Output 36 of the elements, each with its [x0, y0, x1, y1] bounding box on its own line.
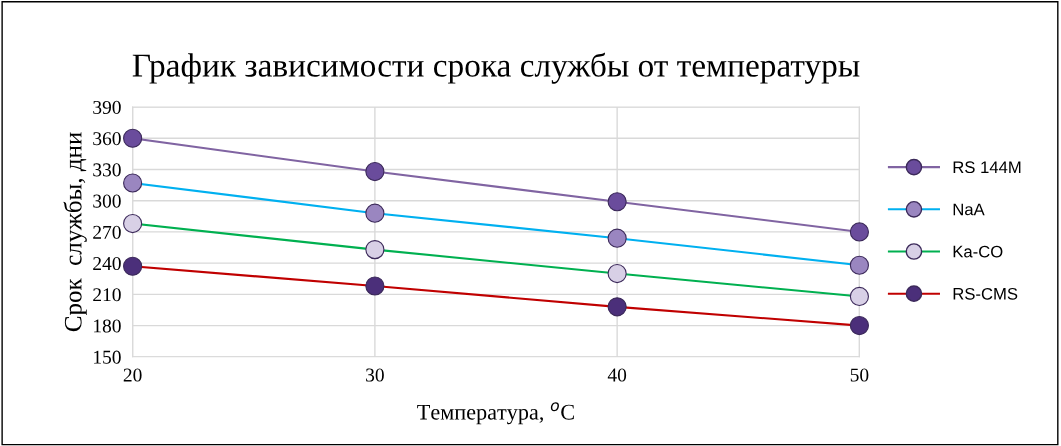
point: [849, 286, 869, 307]
x-tick-label: 20: [123, 368, 142, 382]
legend-label: RS-CMS: [953, 287, 1018, 300]
legend-label: RS 144M: [953, 161, 1021, 174]
point: [123, 128, 143, 148]
y-tick-label: 150: [94, 350, 121, 364]
y-tick-label: 360: [93, 132, 121, 146]
point: [123, 214, 143, 234]
point: [849, 255, 869, 275]
point: [607, 297, 627, 317]
point: [365, 240, 385, 260]
point: [849, 222, 869, 242]
x-tick-label: 40: [607, 368, 627, 382]
point: [123, 256, 143, 276]
y-tick-label: 300: [93, 194, 121, 208]
point: [365, 276, 385, 296]
point: [123, 173, 143, 193]
y-tick-label: 210: [93, 288, 121, 302]
x-tick-label: 50: [850, 368, 869, 382]
y-tick-label: 330: [93, 163, 121, 177]
point: [607, 263, 627, 284]
x-tick-label: 30: [366, 368, 384, 382]
point: [365, 161, 385, 182]
point: [849, 315, 869, 336]
y-axis-title: Срок службы, дни: [63, 132, 87, 332]
legend-label: Ka-CO: [953, 245, 1003, 258]
point: [607, 228, 627, 248]
x-axis-title: Температура, $^{o}$С: [417, 402, 574, 425]
y-tick-label: 390: [93, 100, 121, 114]
legend-label: NaA: [953, 203, 985, 216]
chart-title: График зависимости срока службы от температуры: [132, 52, 860, 84]
y-tick-label: 180: [94, 319, 121, 333]
y-tick-label: 270: [93, 225, 121, 239]
point: [607, 192, 627, 212]
point: [365, 203, 385, 223]
y-tick-label: 240: [93, 256, 121, 271]
